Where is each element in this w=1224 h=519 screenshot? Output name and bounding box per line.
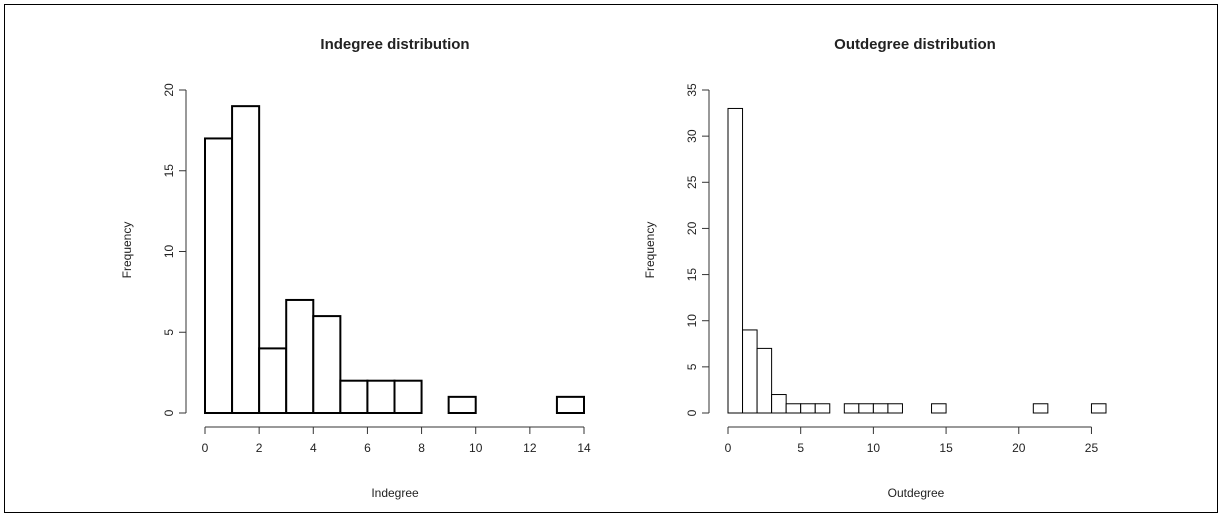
- histogram-bar: [742, 329, 758, 414]
- indegree-x-axis: 0 2 4 6 8 10 12 14: [202, 426, 591, 455]
- y-tick-label: 35: [685, 83, 699, 97]
- histogram-bar: [872, 403, 889, 414]
- histogram-bar: [258, 347, 288, 414]
- indegree-bars: [204, 105, 586, 415]
- y-tick-label: 25: [685, 175, 699, 189]
- y-tick-label: 0: [685, 409, 699, 416]
- outdegree-x-axis: 0 5 10 15 20 25: [725, 426, 1099, 455]
- histogram-bar: [814, 403, 831, 414]
- indegree-y-axis: 0 5 10 15 20: [162, 83, 187, 416]
- y-tick-label: 20: [685, 221, 699, 235]
- histogram-bar: [785, 403, 802, 414]
- x-tick-label: 10: [867, 441, 881, 455]
- histogram-bar: [727, 107, 744, 414]
- indegree-chart: Indegree distribution 0 2 4 6 8 10 12 14 0 5 10 15…: [120, 36, 591, 500]
- y-tick-label: 10: [162, 245, 176, 259]
- histogram-bar: [756, 347, 773, 414]
- outdegree-y-axis: 0 5 10 15 20 25 30 35: [685, 83, 710, 416]
- y-tick-label: 20: [162, 83, 176, 97]
- x-tick-label: 20: [1012, 441, 1026, 455]
- histogram-bar: [1090, 403, 1107, 414]
- histogram-bar: [393, 379, 423, 415]
- histogram-bar: [285, 298, 315, 415]
- x-tick-label: 6: [364, 441, 371, 455]
- y-tick-label: 5: [162, 329, 176, 336]
- x-tick-label: 10: [469, 441, 483, 455]
- histogram-bar: [339, 379, 369, 415]
- x-tick-label: 15: [939, 441, 953, 455]
- histogram-bar: [204, 137, 234, 414]
- x-tick-label: 12: [523, 441, 537, 455]
- histogram-bar: [447, 395, 477, 415]
- y-axis-label: Frequency: [120, 222, 134, 279]
- histogram-bar: [771, 394, 787, 414]
- histogram-bar: [231, 105, 261, 415]
- y-axis-label: Frequency: [643, 222, 657, 279]
- histogram-bar: [1032, 403, 1049, 414]
- y-tick-label: 15: [685, 268, 699, 282]
- histogram-bar: [887, 403, 903, 414]
- histogram-bar: [858, 403, 874, 414]
- x-axis-label: Outdegree: [888, 486, 945, 500]
- histogram-bar: [366, 379, 396, 415]
- x-tick-label: 14: [577, 441, 591, 455]
- x-tick-label: 5: [797, 441, 804, 455]
- x-tick-label: 4: [310, 441, 317, 455]
- y-tick-label: 15: [162, 164, 176, 178]
- outdegree-bars: [727, 107, 1107, 414]
- histogram-bar: [843, 403, 860, 414]
- outdegree-chart: Outdegree distribution 0 5 10 15 20 25 0 5 10 15…: [643, 36, 1107, 500]
- y-tick-label: 10: [685, 314, 699, 328]
- y-tick-label: 0: [162, 409, 176, 416]
- x-tick-label: 2: [256, 441, 263, 455]
- histogram-bar: [800, 403, 816, 414]
- x-tick-label: 0: [202, 441, 209, 455]
- x-axis-label: Indegree: [371, 486, 419, 500]
- x-tick-label: 25: [1085, 441, 1099, 455]
- chart-title: Outdegree distribution: [834, 36, 996, 53]
- x-tick-label: 0: [725, 441, 732, 455]
- histogram-bar: [555, 395, 586, 415]
- histogram-bar: [931, 403, 947, 414]
- y-tick-label: 5: [685, 363, 699, 370]
- chart-title: Indegree distribution: [320, 36, 469, 53]
- x-tick-label: 8: [418, 441, 425, 455]
- y-tick-label: 30: [685, 129, 699, 143]
- histogram-bar: [312, 315, 342, 415]
